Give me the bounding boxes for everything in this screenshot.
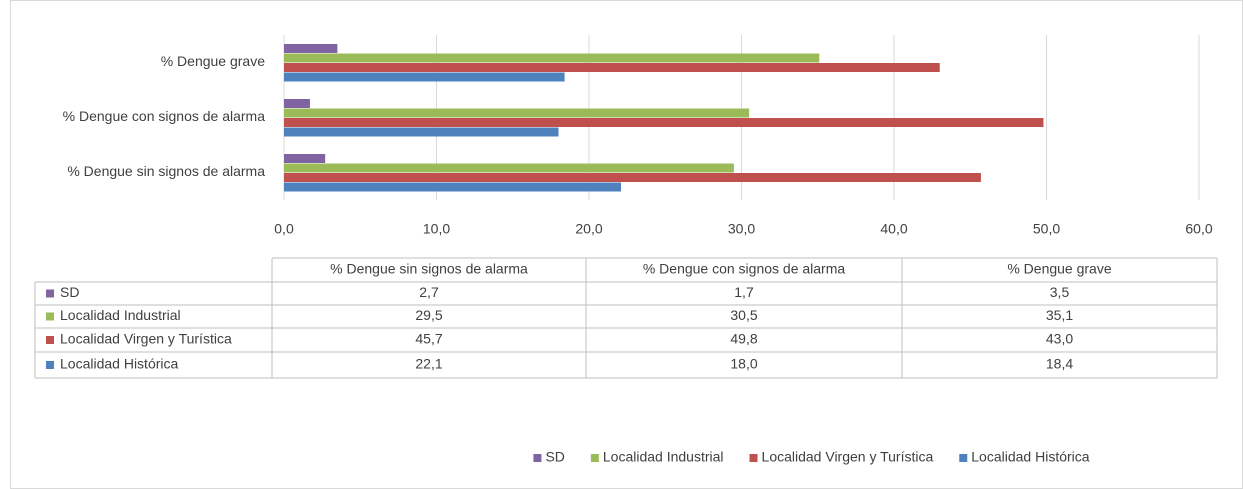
table-value: 3,5 [1050,284,1070,300]
table-row-label: SD [60,284,79,300]
legend-label: SD [545,449,564,465]
table-value: 45,7 [415,331,442,347]
legend-swatch [590,454,599,462]
table-value: 49,8 [730,331,757,347]
category-label: % Dengue grave [161,53,266,69]
bar [284,163,734,173]
bar [284,182,622,192]
table-value: 29,5 [415,307,442,323]
x-tick-label: 10,0 [423,221,450,237]
table-swatch [46,361,54,369]
table-swatch [46,336,54,344]
table-value: 2,7 [419,284,439,300]
legend-swatch [749,454,758,462]
bar [284,63,940,72]
table-value: 30,5 [730,307,757,323]
x-tick-label: 20,0 [575,221,602,237]
table-swatch [46,312,54,321]
bar [284,53,820,63]
table-header: % Dengue sin signos de alarma [330,261,528,277]
category-label: % Dengue con signos de alarma [63,108,266,124]
table-row-label: Localidad Histórica [60,356,178,372]
table-value: 22,1 [415,356,442,372]
category-label: % Dengue sin signos de alarma [67,163,265,179]
x-tick-label: 30,0 [728,221,755,237]
table-value: 43,0 [1046,331,1073,347]
table-row-label: Localidad Virgen y Turística [60,331,232,347]
table-header: % Dengue con signos de alarma [643,261,846,277]
bar [284,173,981,182]
bar [284,154,326,163]
table-value: 18,4 [1046,356,1073,372]
x-tick-label: 0,0 [274,221,294,237]
chart-frame [10,0,1243,489]
bar [284,127,559,137]
bar [284,72,565,82]
table-value: 35,1 [1046,307,1073,323]
x-tick-label: 60,0 [1185,221,1212,237]
legend-swatch [959,454,968,462]
legend-swatch [533,454,542,462]
bar [284,118,1044,127]
legend-label: Localidad Industrial [603,449,724,465]
x-tick-label: 40,0 [880,221,907,237]
table-value: 18,0 [730,356,757,372]
table-value: 1,7 [734,284,754,300]
bar [284,44,338,53]
legend-label: Localidad Histórica [971,449,1089,465]
x-tick-label: 50,0 [1033,221,1060,237]
legend-label: Localidad Virgen y Turística [762,449,934,465]
bar [284,108,750,118]
table-header: % Dengue grave [1007,261,1112,277]
bar [284,99,310,108]
table-row-label: Localidad Industrial [60,307,181,323]
table-swatch [46,289,54,298]
